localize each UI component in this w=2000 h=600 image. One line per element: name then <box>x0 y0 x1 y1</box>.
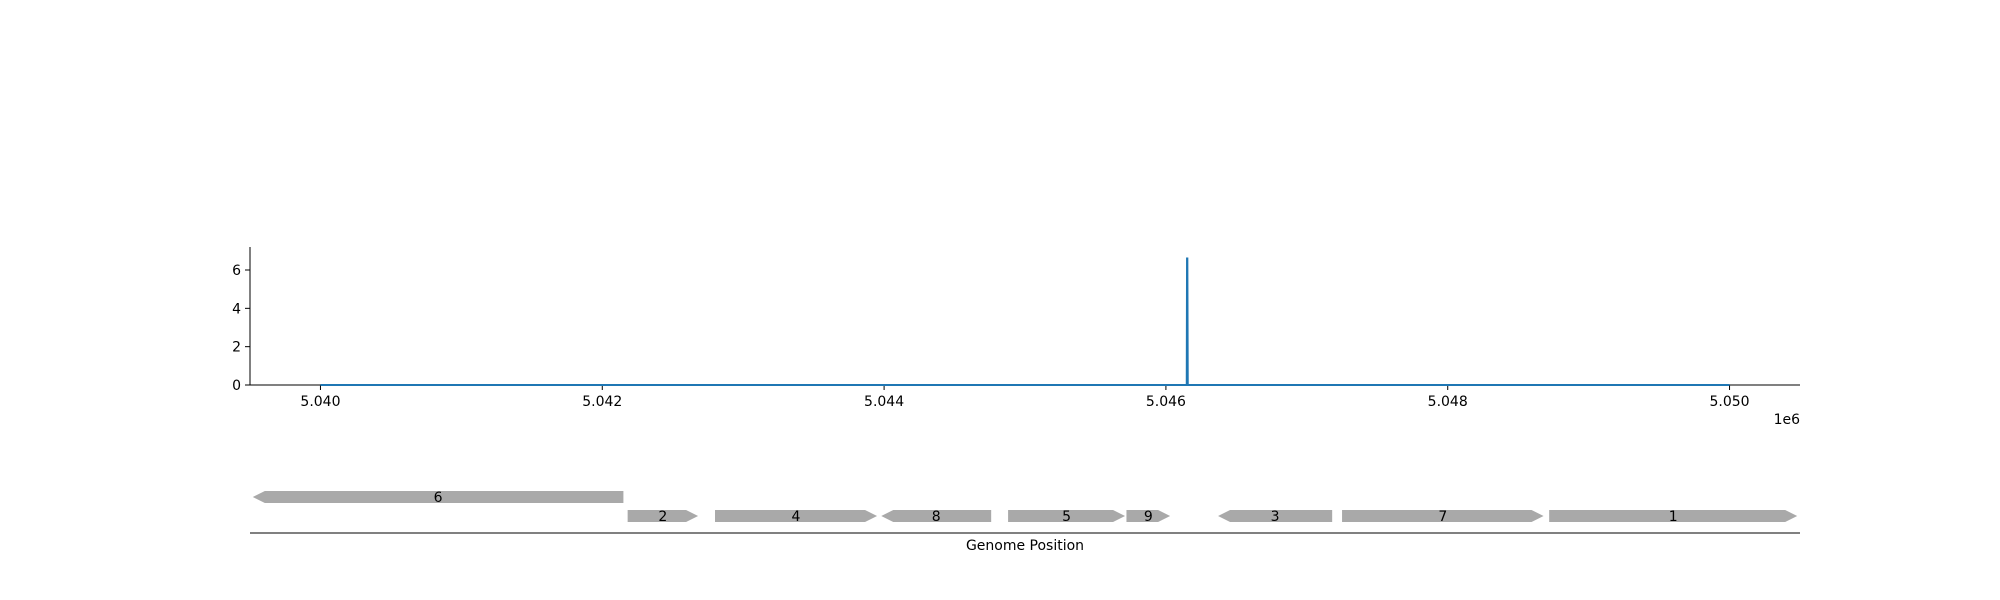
y-tick-label: 6 <box>232 263 241 279</box>
gene-label: 2 <box>658 509 667 525</box>
gene-label: 6 <box>434 490 443 506</box>
y-tick-label: 0 <box>232 378 241 394</box>
x-tick-label: 5.042 <box>582 394 622 410</box>
gene-arrow <box>881 510 992 522</box>
gene-arrow <box>252 491 624 503</box>
x-tick-label: 5.040 <box>300 394 340 410</box>
gene-6: 6 <box>252 490 624 506</box>
gene-5: 5 <box>1008 509 1126 525</box>
gene-label: 1 <box>1669 509 1678 525</box>
gene-4: 4 <box>715 509 878 525</box>
gene-arrow <box>627 510 699 522</box>
x-tick-label: 5.050 <box>1709 394 1749 410</box>
gene-7: 7 <box>1342 509 1544 525</box>
gene-2: 2 <box>627 509 699 525</box>
gene-label: 7 <box>1438 509 1447 525</box>
gene-1: 1 <box>1549 509 1798 525</box>
gene-track-xlabel: Genome Position <box>966 538 1084 554</box>
gene-arrow <box>1342 510 1544 522</box>
y-tick-label: 2 <box>232 340 241 356</box>
y-ticks: 0 2 4 6 <box>232 263 250 394</box>
gene-arrow <box>1008 510 1126 522</box>
gene-label: 8 <box>932 509 941 525</box>
gene-label: 3 <box>1271 509 1280 525</box>
gene-3: 3 <box>1218 509 1333 525</box>
y-tick-label: 4 <box>232 301 241 317</box>
gene-arrow <box>715 510 878 522</box>
x-tick-label: 5.044 <box>864 394 904 410</box>
x-tick-label: 5.046 <box>1146 394 1186 410</box>
coverage-plot: 5.040 5.042 5.044 5.046 5.048 5.050 0 2 4 6 1e6 <box>232 247 1800 428</box>
x-offset-label: 1e6 <box>1774 412 1801 428</box>
gene-track: 6 2 4 8 5 9 3 7 1 Genome Position <box>250 490 1800 554</box>
x-ticks: 5.040 5.042 5.044 5.046 5.048 5.050 <box>300 385 1750 410</box>
gene-8: 8 <box>881 509 992 525</box>
gene-label: 4 <box>792 509 801 525</box>
gene-arrow <box>1549 510 1798 522</box>
gene-arrow <box>1218 510 1333 522</box>
gene-9: 9 <box>1126 509 1171 525</box>
coverage-line <box>320 257 1730 386</box>
genes: 6 2 4 8 5 9 3 7 1 <box>252 490 1798 525</box>
x-tick-label: 5.048 <box>1428 394 1468 410</box>
gene-arrow <box>1126 510 1171 522</box>
gene-label: 9 <box>1144 509 1153 525</box>
gene-label: 5 <box>1062 509 1071 525</box>
